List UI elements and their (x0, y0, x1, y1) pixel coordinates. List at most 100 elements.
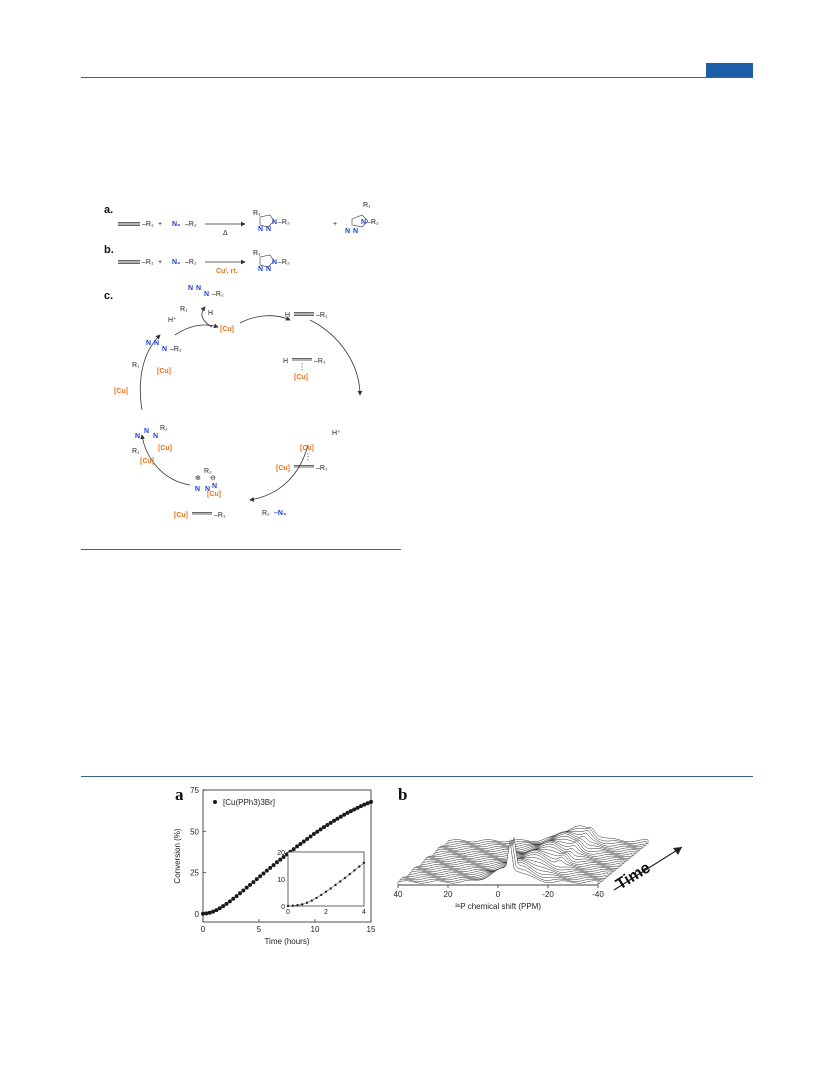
data-point (338, 814, 343, 819)
data-point (231, 896, 236, 901)
time-arrow-line (613, 846, 683, 891)
inset-point (362, 861, 366, 864)
svg-text:–R₁: –R₁ (142, 221, 154, 228)
svg-text:N: N (144, 428, 149, 435)
data-point (227, 899, 232, 904)
data-point (278, 857, 283, 862)
cu-acetylide: [Cu] (276, 465, 290, 472)
nmr-x-axis-label: ³¹P chemical shift (PPM) (455, 902, 541, 911)
plus-a2: + (333, 221, 337, 228)
y-tick-label: 75 (190, 786, 199, 795)
x-tick-label: 0 (201, 925, 206, 934)
svg-text:N: N (205, 486, 210, 493)
header-rule (81, 77, 753, 78)
data-point (335, 816, 340, 821)
scheme-bottom-rule (81, 549, 401, 550)
cu-metallacycle-bottom: [Cu] (140, 458, 154, 465)
y-tick-label: 25 (190, 869, 199, 878)
svg-text:N: N (154, 340, 159, 347)
data-point (254, 877, 259, 882)
y-axis-label: Conversion (%) (173, 828, 182, 883)
data-point (214, 908, 219, 913)
x-axis-label: Time (hours) (264, 937, 309, 946)
data-point (352, 807, 357, 812)
delta: Δ (223, 230, 228, 237)
data-point (369, 799, 373, 804)
scheme-label-c: c. (104, 290, 114, 302)
data-point (217, 906, 222, 911)
data-point (234, 894, 239, 899)
data-point (301, 839, 306, 844)
inset-y-tick-label: 20 (277, 850, 285, 857)
data-point (332, 818, 337, 823)
data-point (345, 810, 350, 815)
svg-text:–R₁: –R₁ (314, 358, 326, 365)
plus-b: + (158, 259, 162, 266)
svg-text:–R₂: –R₂ (170, 346, 182, 353)
inset-x-tick-label: 4 (362, 909, 366, 916)
svg-text:N₃: N₃ (172, 221, 180, 228)
y-tick-label: 0 (195, 910, 200, 919)
nmr-tick-label: 20 (444, 890, 453, 899)
svg-text:H: H (208, 310, 213, 317)
inset-point (296, 903, 299, 907)
svg-text:R₁: R₁ (363, 202, 371, 209)
svg-text:R₁: R₁ (132, 448, 140, 455)
nmr-trace (397, 840, 599, 886)
svg-text:N: N (135, 433, 140, 440)
data-point (325, 822, 330, 827)
h-plus-top: H⁺ (168, 317, 177, 324)
data-point (295, 844, 300, 849)
data-point (365, 801, 370, 806)
svg-text:N: N (266, 226, 271, 233)
cu-top: [Cu] (220, 326, 234, 333)
nmr-tick-label: -40 (592, 890, 604, 899)
data-point (237, 891, 242, 896)
nmr-tick-label: 0 (496, 890, 501, 899)
svg-text:–R₁: –R₁ (142, 259, 154, 266)
svg-text:–R₂: –R₂ (185, 259, 197, 266)
data-point (201, 911, 205, 916)
inset-point (301, 903, 304, 906)
data-point (258, 874, 263, 879)
inset-point (315, 896, 318, 900)
header-tab (706, 63, 753, 77)
inset-point (334, 883, 337, 887)
data-point (291, 847, 296, 852)
inset-point (291, 904, 294, 907)
data-point (315, 829, 320, 834)
cu-complex-small: [Cu] (207, 491, 221, 498)
svg-text:–R₂: –R₂ (212, 291, 224, 298)
svg-text:N: N (266, 266, 271, 273)
data-point (221, 904, 226, 909)
data-point (348, 809, 353, 814)
nmr-trace (417, 850, 619, 869)
cu-left: [Cu] (114, 388, 128, 395)
data-point (241, 888, 246, 893)
svg-text:H: H (283, 358, 288, 365)
inset-point (329, 887, 332, 890)
svg-text:N: N (204, 291, 209, 298)
svg-text:N: N (272, 259, 277, 266)
inset-point (305, 901, 309, 904)
cu-complex: [Cu] (174, 512, 188, 519)
svg-text:–R₂: –R₂ (278, 259, 290, 266)
svg-text:N: N (162, 346, 167, 353)
data-point (342, 812, 347, 817)
time-arrow-head (673, 847, 682, 855)
svg-text:–N₃: –N₃ (274, 510, 286, 517)
svg-text:H: H (285, 312, 290, 319)
x-tick-label: 10 (311, 925, 320, 934)
nmr-tick-label: -20 (542, 890, 554, 899)
svg-text:R₂: R₂ (262, 510, 270, 517)
h-plus-right: H⁺ (332, 430, 341, 437)
cu-triazolide: [Cu] (157, 368, 171, 375)
svg-text:N: N (146, 340, 151, 347)
svg-text:N: N (353, 228, 358, 235)
data-point (311, 832, 316, 837)
plot-frame (202, 789, 372, 923)
y-tick-label: 50 (190, 827, 199, 836)
svg-text:–R₁: –R₁ (316, 312, 328, 319)
svg-text:R₁: R₁ (253, 250, 261, 257)
svg-text:R₁: R₁ (180, 306, 188, 313)
